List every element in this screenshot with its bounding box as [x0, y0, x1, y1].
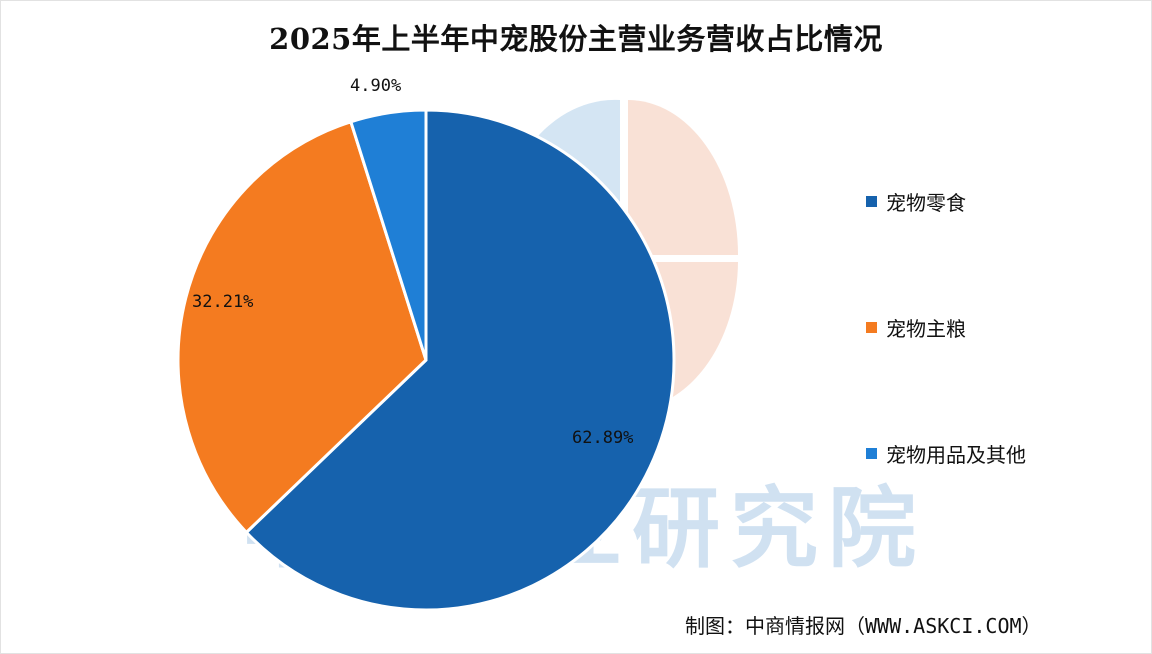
legend-swatch — [866, 321, 877, 333]
watermark-logo-orange-quadrant — [628, 100, 738, 255]
legend-swatch — [866, 195, 877, 207]
legend-swatch — [866, 447, 877, 459]
legend-item-snacks: 宠物零食 — [866, 186, 966, 216]
pie-slices — [176, 108, 676, 612]
data-label-snacks: 62.89% — [572, 428, 634, 448]
pie-slice-supplies-other — [349, 108, 428, 362]
data-label-staple-food: 32.21% — [192, 292, 254, 312]
legend-label: 宠物主粮 — [886, 316, 966, 341]
chart-title: 2025年上半年中宠股份主营业务营收占比情况 — [269, 22, 883, 56]
pie-slice-staple-food — [176, 120, 428, 534]
legend-item-supplies-other: 宠物用品及其他 — [866, 438, 1026, 468]
legend-item-staple-food: 宠物主粮 — [866, 312, 966, 342]
source-note: 制图：中商情报网（WWW.ASKCI.COM） — [685, 614, 1042, 638]
legend-label: 宠物用品及其他 — [886, 442, 1026, 467]
data-label-supplies-other: 4.90% — [350, 76, 402, 96]
pie-slice-snacks — [244, 108, 676, 612]
legend-label: 宠物零食 — [886, 190, 966, 215]
